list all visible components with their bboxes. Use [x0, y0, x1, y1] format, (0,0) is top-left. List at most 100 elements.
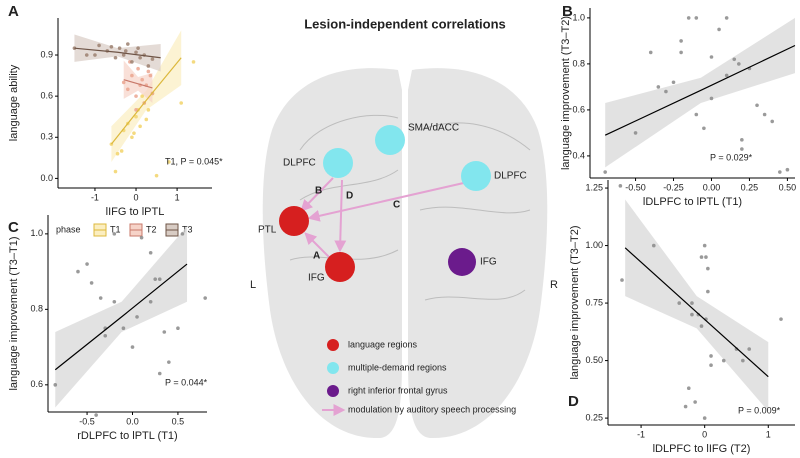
point	[126, 87, 130, 92]
y-tick-label: 0.6	[572, 104, 585, 114]
point	[721, 358, 726, 363]
x-tick-label: 1	[766, 429, 771, 439]
x-tick-label: -1	[637, 429, 645, 439]
point	[119, 149, 124, 153]
point	[135, 315, 139, 319]
point	[709, 55, 714, 59]
edge-label: D	[346, 191, 353, 202]
point	[770, 119, 775, 124]
y-axis-label: language improvement (T3–T2)	[560, 16, 572, 170]
point	[84, 53, 89, 57]
point	[618, 184, 623, 188]
point	[97, 43, 101, 48]
y-tick-label: 0.8	[572, 58, 585, 68]
point	[85, 262, 89, 266]
panel-label: A	[8, 3, 19, 20]
legend-label: T2	[146, 224, 157, 234]
x-tick-label: 0	[134, 192, 139, 202]
point	[89, 281, 94, 285]
panel-label: C	[8, 219, 19, 236]
y-tick-label: 0.25	[585, 412, 603, 422]
point	[179, 101, 183, 105]
x-tick-label: 0.0	[126, 416, 139, 426]
x-tick-label: -0.25	[663, 182, 684, 192]
point	[778, 170, 782, 174]
x-tick-label: 0.50	[779, 182, 797, 192]
point	[144, 117, 149, 122]
y-axis-label: language ability	[8, 64, 20, 141]
annotation: P = 0.009*	[738, 405, 781, 415]
point	[121, 53, 126, 57]
point	[138, 55, 142, 60]
legend-label: right inferior frontal gyrus	[348, 385, 448, 395]
point	[180, 232, 185, 236]
x-axis-label: lDLPFC to lIFG (T2)	[653, 443, 751, 455]
point	[724, 73, 729, 78]
point	[704, 255, 708, 259]
point	[109, 44, 114, 49]
brain-diagram: SMA/dACC DLPFC DLPFC PTL IFG IFG B D C A…	[250, 16, 558, 439]
point	[134, 50, 138, 55]
regression-line	[54, 263, 188, 371]
y-tick-label: 1.00	[585, 240, 603, 250]
point	[113, 55, 118, 60]
legend-label: modulation by auditory speech processing	[348, 404, 516, 414]
y-axis-label: language improvement (T3–T2)	[569, 225, 581, 379]
y-tick-label: 0.75	[585, 297, 603, 307]
region-node	[323, 148, 353, 178]
regression-line	[110, 57, 182, 145]
point	[115, 151, 120, 156]
point	[709, 96, 714, 101]
x-tick-label: 0.5	[172, 416, 185, 426]
point	[138, 124, 142, 129]
y-tick-label: 0.6	[30, 379, 43, 389]
point	[191, 60, 196, 64]
point	[702, 416, 707, 420]
point	[98, 296, 103, 300]
point	[677, 301, 682, 305]
legend-label: T3	[182, 224, 193, 234]
confidence-band	[74, 34, 161, 72]
point	[747, 347, 752, 351]
point	[664, 89, 668, 94]
point	[146, 108, 151, 112]
point	[132, 131, 136, 135]
legend-label: language regions	[348, 339, 418, 349]
legend-swatch	[327, 362, 339, 374]
point	[176, 326, 180, 331]
point	[139, 235, 144, 240]
point	[656, 85, 661, 89]
region-node	[461, 161, 491, 191]
panel-label: D	[568, 393, 579, 410]
point	[737, 62, 741, 66]
point	[76, 269, 80, 274]
y-tick-label: 0.50	[585, 355, 603, 365]
edge-label: A	[313, 251, 320, 262]
left-hemisphere	[262, 68, 402, 439]
point	[167, 360, 171, 364]
point	[162, 330, 167, 334]
point	[740, 138, 744, 142]
region-label: IFG	[308, 273, 325, 284]
point	[157, 371, 162, 376]
point	[648, 50, 653, 55]
point	[123, 49, 128, 53]
regression-line	[123, 79, 153, 89]
point	[134, 94, 138, 98]
edge-label: B	[315, 186, 322, 197]
regression-line	[624, 247, 769, 378]
point	[699, 324, 704, 328]
point	[686, 16, 691, 20]
x-tick-label: 1	[175, 192, 180, 202]
region-label: DLPFC	[494, 171, 527, 182]
legend-label: multiple-demand regions	[348, 362, 447, 372]
y-tick-label: 0.9	[40, 49, 53, 59]
side-label: L	[250, 279, 256, 291]
region-node	[325, 252, 355, 282]
x-tick-label: 0	[702, 429, 707, 439]
point	[709, 354, 713, 358]
point	[150, 57, 155, 61]
legend-label: T1	[110, 224, 121, 234]
point	[146, 64, 151, 68]
legend-title: phase	[56, 224, 81, 234]
